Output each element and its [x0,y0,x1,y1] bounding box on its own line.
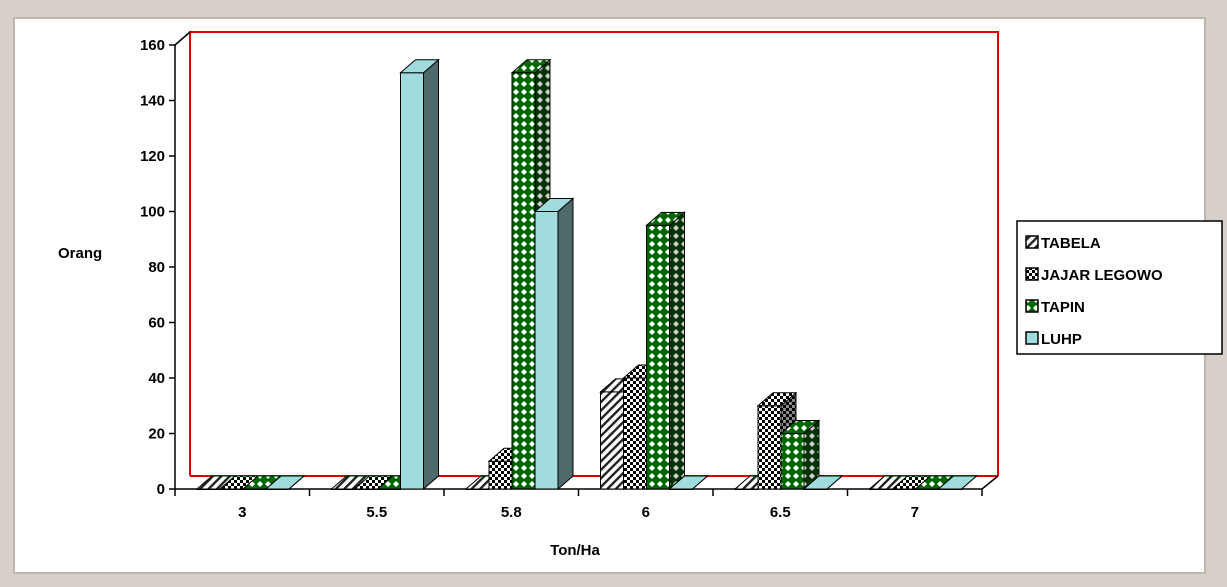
bar-side [423,58,439,491]
bar-front [623,377,647,490]
bar [264,475,306,490]
y-tick-label: 140 [140,93,165,110]
bar-top [399,59,440,74]
bar [533,197,575,491]
legend-box [1016,220,1223,355]
bar [937,475,978,490]
bar-front [646,224,670,490]
bar-top [668,475,709,490]
plot-wall-border [189,31,999,476]
bar-front [511,72,536,490]
y-tick-label: 120 [140,148,165,165]
bar [668,475,709,490]
bar [802,475,844,490]
bar-top [802,475,844,490]
bar-front [400,72,424,490]
y-tick-label: 0 [157,481,165,498]
x-axis-ticks: 3 5.5 5.8 6 6.5 7 [174,489,983,521]
legend-swatch [1025,235,1039,249]
bar-top [937,475,978,490]
bar-top [779,420,821,434]
y-axis-top-depth [174,31,191,46]
legend-label: JAJAR LEGOWO [1041,267,1163,284]
bar-top [264,475,306,490]
floor-right-edge [981,475,999,490]
bar-front [757,405,782,490]
bar-front [600,391,624,490]
bars [195,58,978,491]
bar-front [534,211,559,490]
y-tick-label: 80 [148,259,165,276]
y-axis-ticks: 0 20 40 60 80 100 120 140 160 [140,37,175,498]
bar-side [557,197,574,491]
x-tick-label: 3 [238,504,246,521]
bar [779,419,821,491]
bar-top [645,211,686,226]
y-tick-label: 160 [140,37,165,54]
x-tick-label: 6 [642,504,650,521]
bar-front [488,460,513,490]
y-tick-label: 40 [148,370,165,387]
x-axis-title: Ton/Ha [550,542,600,559]
y-axis-title: Orang [58,245,102,262]
plot-wall [175,32,998,489]
x-tick-label: 7 [911,504,919,521]
y-tick-label: 20 [148,426,165,443]
legend-swatch [1025,299,1039,313]
y-tick-label: 100 [140,204,165,221]
y-tick-label: 60 [148,315,165,332]
x-tick-label: 5.8 [501,504,522,521]
bar [399,58,440,491]
legend-swatch [1025,267,1039,281]
bar-side [669,211,685,491]
bar-top [756,392,798,407]
bar-top [510,59,552,74]
legend: TABELA JAJAR LEGOWO TAPIN LUHP [1016,220,1223,355]
legend-label: LUHP [1041,331,1082,348]
x-tick-label: 6.5 [770,504,791,521]
bar-top [533,198,575,212]
bar-front [780,433,805,490]
bar [645,211,686,491]
legend-label: TAPIN [1041,299,1085,316]
legend-swatch [1025,331,1039,345]
x-tick-label: 5.5 [366,504,387,521]
legend-label: TABELA [1041,235,1101,252]
